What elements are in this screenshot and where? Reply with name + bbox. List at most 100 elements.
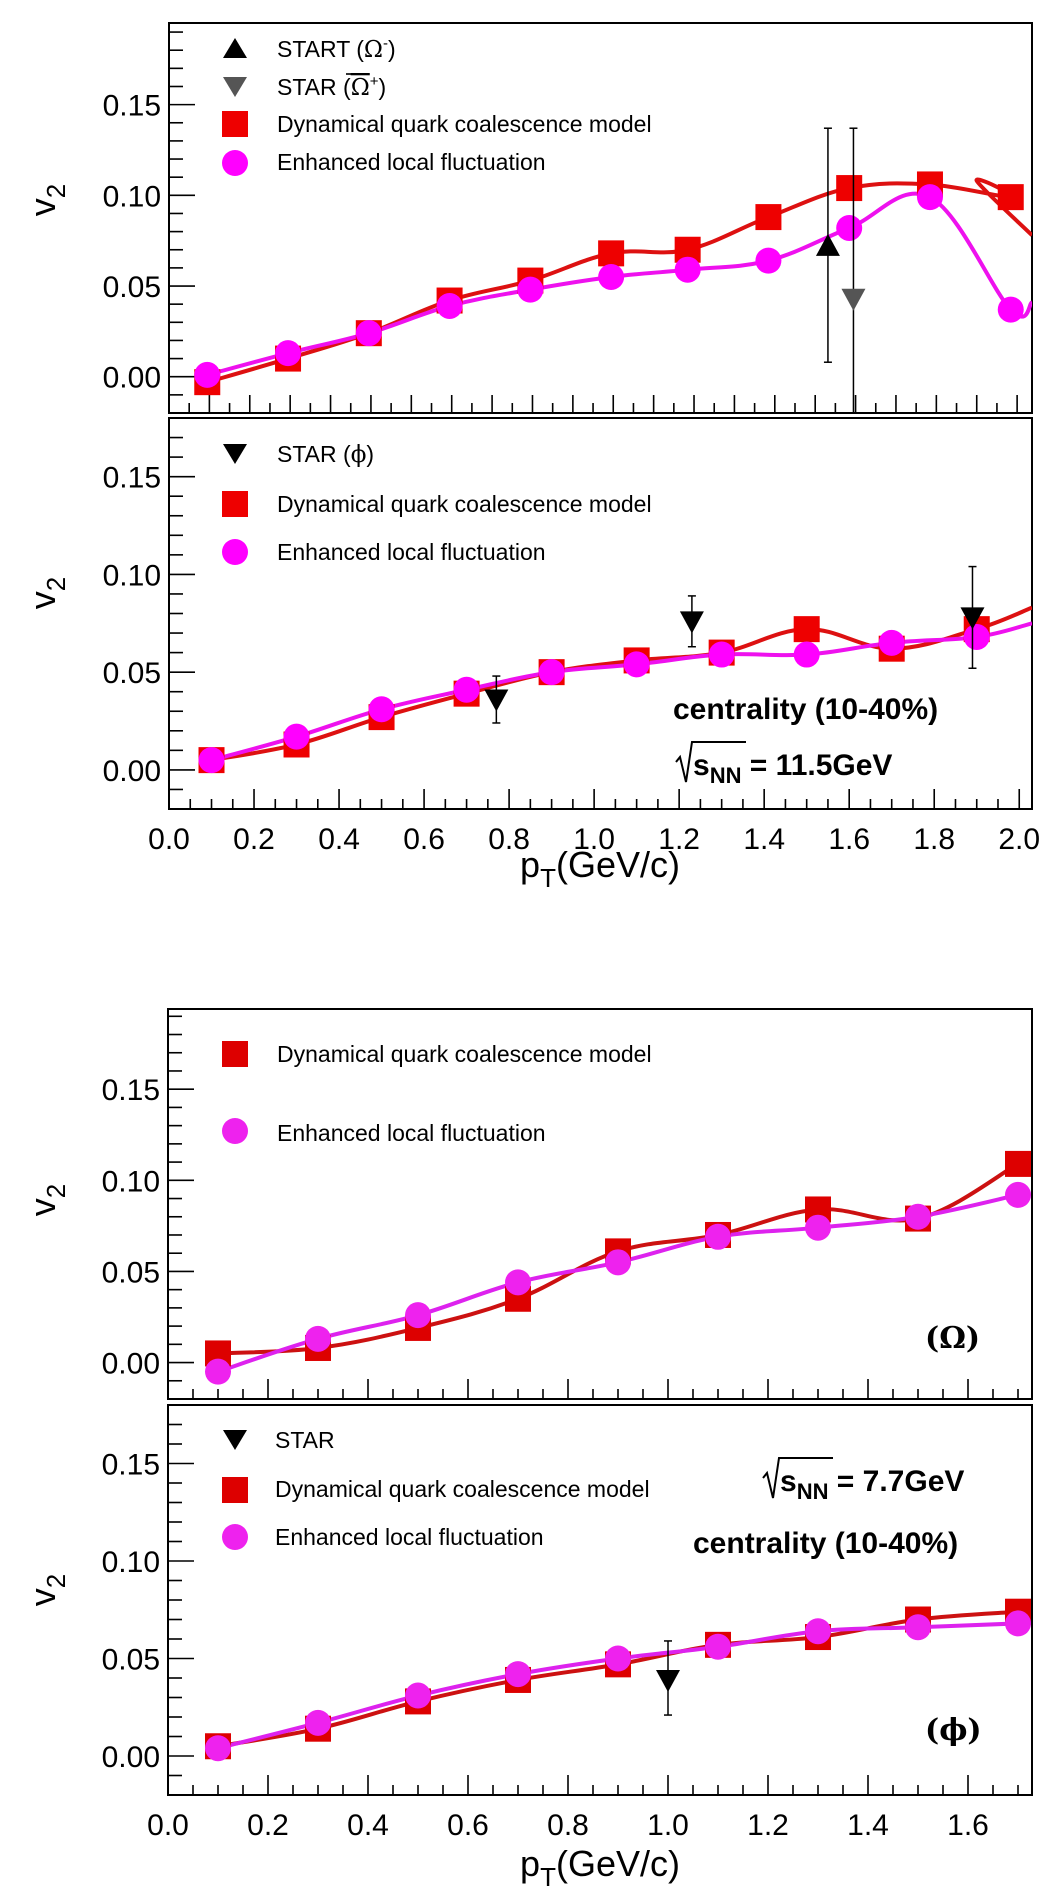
svg-text:v2: v2 xyxy=(22,1574,71,1606)
panel-phi-7p7: 0.00 0.05 0.10 0.15 0.0 0.2 0.4 0.6 0.8 1.0 1.2 1.4… xyxy=(102,1404,1033,1842)
y-tick-label: 0.15 xyxy=(103,462,161,495)
plot-frame xyxy=(167,1404,1033,1796)
y-tick-label: 0.10 xyxy=(102,1546,160,1579)
x-tick-label: 0.8 xyxy=(547,1809,589,1842)
y-axis-title-3: v2 xyxy=(22,1184,71,1216)
y-tick-label: 0.15 xyxy=(102,1074,160,1107)
annotation-omega-tag: (Ω) xyxy=(925,1321,980,1356)
data-point-dqcm xyxy=(598,240,625,267)
x-tick-label: 2.0 xyxy=(998,823,1040,856)
data-point-elf xyxy=(205,1735,231,1762)
y-tick-label: 0.10 xyxy=(102,1165,160,1198)
data-point-elf xyxy=(997,296,1024,323)
legend-marker-start-omega-minus xyxy=(223,38,247,58)
data-point-elf xyxy=(605,1645,631,1672)
data-point-elf xyxy=(705,1223,731,1250)
y-axis-title-4: v2 xyxy=(22,1574,71,1606)
x-tick-label: 0.6 xyxy=(447,1809,489,1842)
legend-marker-dqcm xyxy=(222,1477,248,1503)
x-tick-label: 1.4 xyxy=(743,823,785,856)
legend-marker-elf xyxy=(222,1118,248,1144)
plot-area xyxy=(198,565,1032,774)
legend-label-star: STAR xyxy=(275,1427,335,1453)
data-point-elf xyxy=(598,263,625,290)
legend-marker-elf xyxy=(222,1524,248,1550)
legend-marker-star-phi xyxy=(223,444,247,464)
legend-panel-2: STAR (ϕ) Dynamical quark coalescence mod… xyxy=(222,441,652,565)
y-tick-label: 0.05 xyxy=(102,1256,160,1289)
data-point-elf xyxy=(708,641,735,668)
x-tick-label: 1.2 xyxy=(658,823,700,856)
y-axis-title-1: v2 xyxy=(22,184,71,216)
data-point-star xyxy=(815,233,840,256)
legend-marker-elf xyxy=(222,150,248,176)
svg-text:v2: v2 xyxy=(22,1184,71,1216)
data-point-star xyxy=(960,607,985,630)
series-line xyxy=(210,621,1032,763)
panel-phi-11p5: 0.00 0.05 0.10 0.15 0.0 0.2 0.4 0.6 0.8 1.0 1.2 1.4… xyxy=(103,417,1040,856)
legend-label-elf: Enhanced local fluctuation xyxy=(275,1524,544,1550)
legend-label-start-omega-minus: START (Ω-) xyxy=(277,35,396,63)
legend-panel-4: STAR Dynamical quark coalescence model E… xyxy=(222,1427,650,1550)
data-point-elf xyxy=(517,276,544,303)
data-point-elf xyxy=(793,641,820,668)
x-tick-label: 0.2 xyxy=(233,823,275,856)
legend-label-star-phi: STAR (ϕ) xyxy=(277,441,374,468)
data-point-elf xyxy=(505,1661,531,1688)
data-point-elf xyxy=(1005,1610,1031,1637)
x-tick-label: 0.0 xyxy=(148,823,190,856)
legend-marker-star xyxy=(223,1430,247,1450)
legend-marker-dqcm xyxy=(222,491,248,517)
data-point-elf xyxy=(538,659,565,686)
x-tick-label: 0.4 xyxy=(347,1809,389,1842)
data-point-elf xyxy=(916,184,943,211)
data-point-elf xyxy=(436,292,463,319)
data-point-elf xyxy=(674,256,701,283)
data-point-elf xyxy=(755,247,782,274)
y-tick-label: 0.15 xyxy=(103,90,161,123)
legend-label-dqcm: Dynamical quark coalescence model xyxy=(277,111,652,137)
plot-frame xyxy=(167,1008,1033,1400)
plot-area xyxy=(194,127,1032,413)
x-axis-title-upper: pT(GeV/c) xyxy=(520,844,680,893)
sqrt-sign-icon xyxy=(675,741,746,783)
y-tick-label: 0.00 xyxy=(102,1741,160,1774)
annotation-phi-tag: (ϕ) xyxy=(925,1713,982,1748)
data-point-dqcm xyxy=(1005,1150,1031,1177)
data-point-elf xyxy=(198,747,225,774)
y-tick-label: 0.05 xyxy=(103,657,161,690)
y-tick-label: 0.00 xyxy=(103,755,161,788)
x-tick-label: 1.6 xyxy=(947,1809,989,1842)
data-point-elf xyxy=(405,1682,431,1709)
data-point-elf xyxy=(905,1203,931,1230)
panel-omega-7p7: 0.00 0.05 0.10 0.15 xyxy=(102,1008,1033,1400)
legend-label-star-omega-bar-plus: STAR (Ω+) xyxy=(277,73,386,101)
data-point-elf xyxy=(283,723,310,750)
legend-label-elf: Enhanced local fluctuation xyxy=(277,1120,546,1146)
legend-marker-star-omega-bar-plus xyxy=(223,77,247,97)
data-point-elf xyxy=(805,1618,831,1645)
series-line xyxy=(211,605,1032,763)
data-point-elf xyxy=(1005,1181,1031,1208)
data-point-elf xyxy=(605,1249,631,1276)
y-tick-label: 0.10 xyxy=(103,559,161,592)
plot-frame xyxy=(168,22,1033,414)
x-tick-label: 1.2 xyxy=(747,1809,789,1842)
svg-text:v2: v2 xyxy=(22,577,71,609)
data-point-elf xyxy=(355,320,382,347)
y-tick-label: 0.10 xyxy=(103,180,161,213)
legend-label-elf: Enhanced local fluctuation xyxy=(277,149,546,175)
y-tick-label: 0.05 xyxy=(103,271,161,304)
x-tick-label: 0.2 xyxy=(247,1809,289,1842)
data-point-dqcm xyxy=(997,184,1024,211)
legend-panel-1: START (Ω-) STAR (Ω+) Dynamical quark coa… xyxy=(222,35,652,176)
legend-marker-elf xyxy=(222,539,248,565)
legend-panel-3: Dynamical quark coalescence model Enhanc… xyxy=(222,1041,652,1146)
series-line xyxy=(217,1621,1019,1751)
data-point-elf xyxy=(705,1633,731,1660)
data-point-elf xyxy=(305,1325,331,1352)
x-tick-label: 0.4 xyxy=(318,823,360,856)
data-point-elf xyxy=(405,1302,431,1329)
y-tick-label: 0.15 xyxy=(102,1449,160,1482)
